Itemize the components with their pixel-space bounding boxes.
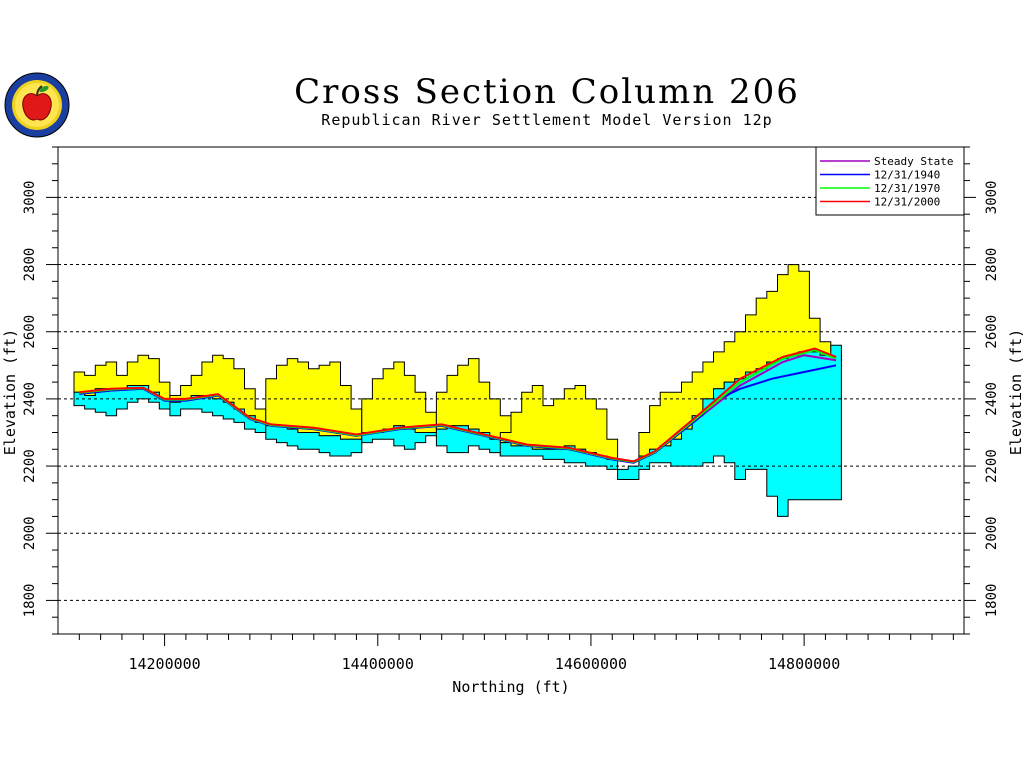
x-tick-label: 14400000 <box>342 655 414 673</box>
y-tick-label-left: 2800 <box>22 248 38 282</box>
y-tick-label-left: 2000 <box>22 516 38 550</box>
x-tick-label: 14600000 <box>555 655 627 673</box>
y-tick-label-right: 2600 <box>984 315 1000 349</box>
plot-frame <box>57 146 965 635</box>
y-tick-label-right: 1800 <box>984 584 1000 618</box>
water-level-lines <box>79 347 837 464</box>
legend-label-0: Steady State <box>874 155 953 168</box>
gridlines <box>58 196 964 601</box>
y-tick-label-right: 3000 <box>984 181 1000 215</box>
x-axis-label: Northing (ft) <box>452 678 569 696</box>
y-tick-label-right: 2200 <box>984 449 1000 483</box>
unsaturated-block-3 <box>361 361 437 433</box>
x-tick-label: 14800000 <box>768 655 840 673</box>
x-tick-label: 14200000 <box>128 655 200 673</box>
y-tick-label-left: 2600 <box>22 315 38 349</box>
chart-subtitle: Republican River Settlement Model Versio… <box>321 111 773 129</box>
legend: Steady State12/31/194012/31/197012/31/20… <box>815 146 965 216</box>
legend-label-2: 12/31/1970 <box>874 182 940 195</box>
y-tick-label-left: 2200 <box>22 449 38 483</box>
y-tick-label-right: 2000 <box>984 516 1000 550</box>
chart-title: Cross Section Column 206 <box>294 72 800 112</box>
aquifer-block-2 <box>265 425 363 457</box>
series-line-3 <box>79 347 837 463</box>
y-tick-label-right: 2800 <box>984 248 1000 282</box>
y-axis-label-right: Elevation (ft) <box>1007 329 1024 455</box>
layer-fills <box>73 264 842 517</box>
y-axis-label-left: Elevation (ft) <box>1 329 19 455</box>
y-tick-label-left: 2400 <box>22 382 38 416</box>
legend-label-3: 12/31/2000 <box>874 196 940 209</box>
y-tick-label-right: 2400 <box>984 382 1000 416</box>
legend-box <box>815 146 965 216</box>
y-tick-label-left: 3000 <box>22 181 38 215</box>
legend-label-1: 12/31/1940 <box>874 169 940 182</box>
apple-seal-icon <box>4 72 70 138</box>
axes: 14200000 14400000 14600000 14800000 1800 1800… <box>22 146 1000 673</box>
y-tick-label-left: 1800 <box>22 584 38 618</box>
